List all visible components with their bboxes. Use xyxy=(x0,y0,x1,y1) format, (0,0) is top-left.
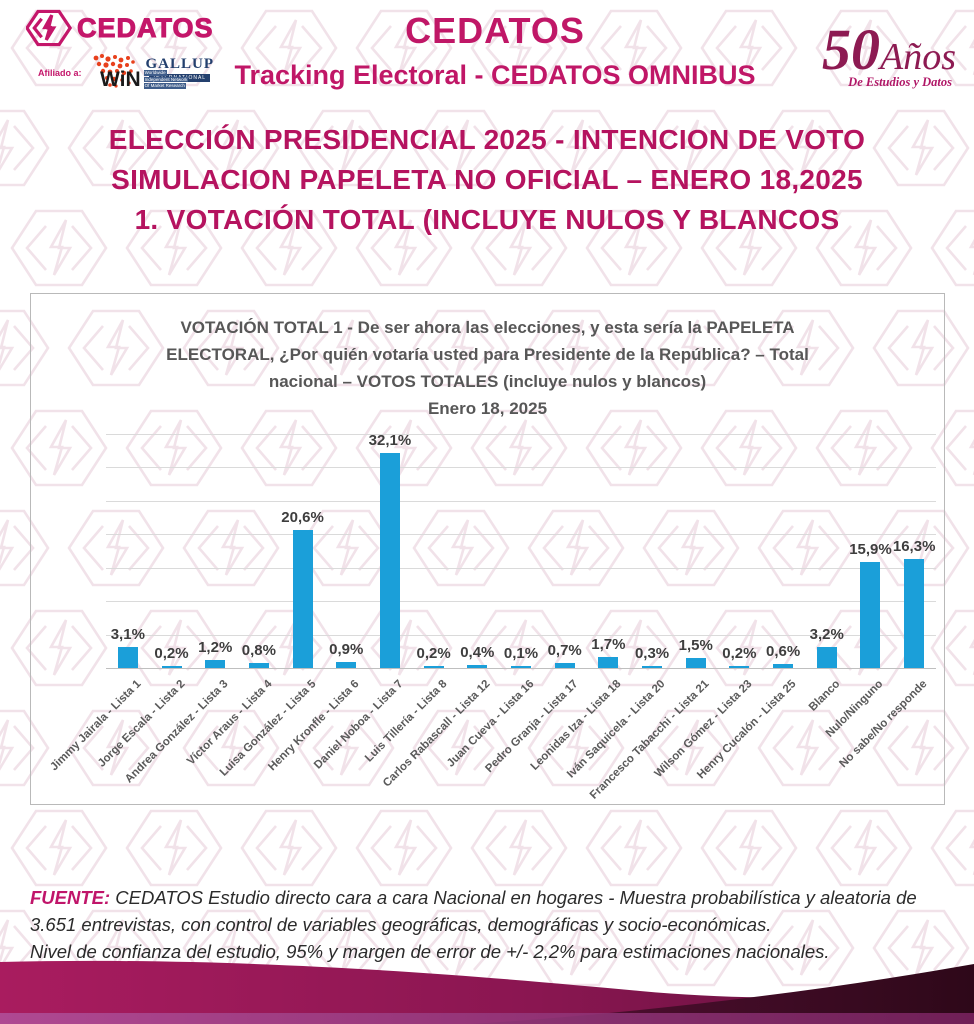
bar-chart-plot-area: 3,1% Jimmy Jairala - Lista 1 0,2% Jorge Esc… xyxy=(31,294,944,804)
bottom-wave-decoration xyxy=(0,960,974,1024)
bar xyxy=(379,453,400,668)
bar xyxy=(205,660,226,668)
source-note-paragraph: FUENTE: CEDATOS Estudio directo cara a c… xyxy=(30,884,946,938)
bar xyxy=(773,664,794,668)
anniversary-number: 50 xyxy=(822,17,880,82)
page-title-line2: SIMULACION PAPELETA NO OFICIAL – ENERO 1… xyxy=(111,164,863,195)
bar-value-label: 32,1% xyxy=(368,432,412,449)
bar xyxy=(598,657,619,668)
bar-value-label: 0,9% xyxy=(329,641,364,658)
gridline xyxy=(106,467,936,469)
win-sub-line: Worldwide xyxy=(143,70,167,76)
page-title: ELECCIÓN PRESIDENCIAL 2025 - INTENCION D… xyxy=(0,120,974,240)
bar xyxy=(292,530,313,668)
bar-value-label: 0,6% xyxy=(765,643,801,660)
bar xyxy=(554,663,575,668)
bar xyxy=(467,665,488,668)
bar xyxy=(860,562,881,668)
bar xyxy=(511,666,531,668)
gridline xyxy=(106,534,936,536)
bar-value-label: 3,2% xyxy=(809,626,844,643)
bar xyxy=(904,559,925,668)
bar xyxy=(685,658,706,668)
cedatos-logo-wordmark: CEDATOS xyxy=(77,12,214,43)
win-sub-line: Of Market Research xyxy=(143,83,186,89)
bar xyxy=(336,662,357,668)
gridline xyxy=(106,500,936,502)
bar-value-label: 16,3% xyxy=(892,538,936,555)
win-wordmark: WiN xyxy=(100,68,141,91)
bar xyxy=(117,647,138,668)
bar xyxy=(248,663,269,668)
header-title: CEDATOS xyxy=(405,10,585,51)
x-axis-line xyxy=(106,668,936,669)
win-network-label: Worldwide Independent Network Of Market … xyxy=(143,70,206,90)
bar xyxy=(423,666,444,668)
gridline xyxy=(106,601,936,603)
bar xyxy=(816,647,837,668)
page-title-line3: 1. VOTACIÓN TOTAL (INCLUYE NULOS Y BLANC… xyxy=(134,204,840,235)
bar-value-label: 0,8% xyxy=(241,642,276,659)
anniversary-word: Años xyxy=(880,36,956,78)
affiliate-label: Afiliado a: xyxy=(38,68,82,78)
bar xyxy=(729,666,750,668)
gridline xyxy=(106,567,936,569)
bar xyxy=(642,666,663,668)
chart-panel: VOTACIÓN TOTAL 1 - De ser ahora las elec… xyxy=(30,293,945,805)
bar xyxy=(161,666,182,668)
source-text: CEDATOS Estudio directo cara a cara Naci… xyxy=(30,887,917,935)
win-sub-line: Independent Network xyxy=(143,76,189,82)
cedatos-hexagon-icon xyxy=(26,9,72,47)
gridline xyxy=(106,434,936,435)
header-subtitle: Tracking Electoral - CEDATOS OMNIBUS xyxy=(234,60,756,90)
bar-value-label: 20,6% xyxy=(281,509,324,526)
header-title-block: CEDATOS Tracking Electoral - CEDATOS OMN… xyxy=(215,10,775,91)
win-logo: WiN Worldwide Independent Network Of Mar… xyxy=(100,68,206,91)
page-title-line1: ELECCIÓN PRESIDENCIAL 2025 - INTENCION D… xyxy=(108,124,866,155)
anniversary-tagline: De Estudios y Datos xyxy=(848,75,952,89)
bar-value-label: 3,1% xyxy=(110,626,145,643)
source-label: FUENTE: xyxy=(30,887,111,908)
anniversary-logo: 50Años De Estudios y Datos xyxy=(776,16,956,90)
